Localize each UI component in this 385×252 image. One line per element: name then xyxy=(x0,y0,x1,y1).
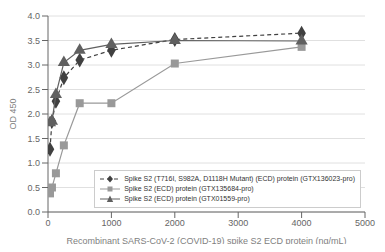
svg-text:OD 450: OD 450 xyxy=(8,98,18,129)
svg-text:0.5: 0.5 xyxy=(27,183,40,193)
svg-text:2.5: 2.5 xyxy=(27,85,40,95)
html-text:Spike S2 (ECD) protein (GTX015: Spike S2 (ECD) protein (GTX01559-pro) xyxy=(124,195,250,202)
svg-text:1.5: 1.5 xyxy=(27,134,40,144)
svg-text:1000: 1000 xyxy=(101,218,121,228)
svg-text:3.5: 3.5 xyxy=(27,36,40,46)
svg-text:4000: 4000 xyxy=(292,218,312,228)
svg-text:2000: 2000 xyxy=(165,218,185,228)
svg-text:3000: 3000 xyxy=(228,218,248,228)
svg-text:4.0: 4.0 xyxy=(27,11,40,21)
html-text:Spike S2 (ECD) protein (GTX135: Spike S2 (ECD) protein (GTX135684-pro) xyxy=(124,185,254,192)
svg-text:3.0: 3.0 xyxy=(27,60,40,70)
svg-text:0: 0 xyxy=(45,218,50,228)
svg-text:5000: 5000 xyxy=(355,218,375,228)
svg-text:Recombinant SARS-CoV-2 (COVID-: Recombinant SARS-CoV-2 (COVID-19) spike … xyxy=(66,236,346,244)
svg-text:0.0: 0.0 xyxy=(27,207,40,217)
svg-text:1.0: 1.0 xyxy=(27,158,40,168)
svg-text:2.0: 2.0 xyxy=(27,109,40,119)
html-text:Spike S2 (T716I, S982A, D1118H: Spike S2 (T716I, S982A, D1118H Mutant) (… xyxy=(124,175,355,182)
